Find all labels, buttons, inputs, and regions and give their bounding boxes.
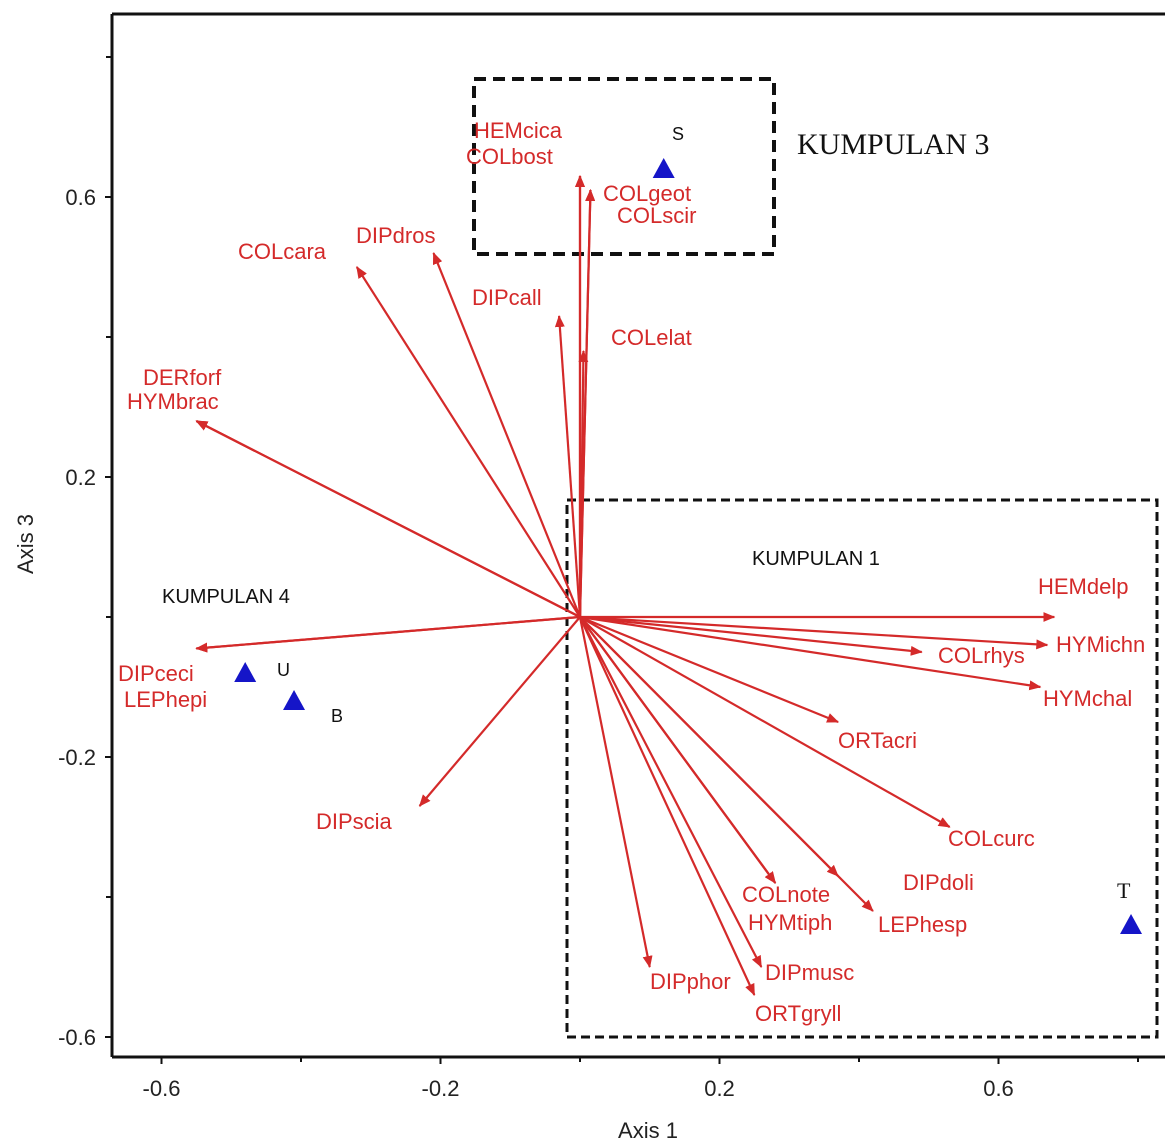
vector-label-hemdelp: HEMdelp xyxy=(1038,574,1128,599)
vector-arrow-hymichn xyxy=(579,615,1049,650)
vector-arrow-dipscia xyxy=(418,616,581,807)
site-markers xyxy=(234,158,1143,934)
y-axis-ticks: 0.6 0.2 -0.2 -0.6 xyxy=(58,56,112,1050)
plot-frame xyxy=(110,12,1165,1059)
vector-label-hymtiph: HYMtiph xyxy=(748,910,832,935)
y-tick-label: -0.2 xyxy=(58,745,96,770)
group-box-kumpulan-3 xyxy=(472,77,776,256)
site-label-u: U xyxy=(277,660,290,680)
vector-label-colelat: COLelat xyxy=(611,325,692,350)
vector-arrow-lephesp xyxy=(579,616,874,912)
y-tick-label: 0.2 xyxy=(65,465,96,490)
site-marker-s xyxy=(652,158,675,178)
vector-arrow-ortgryll xyxy=(579,616,756,996)
vector-label-dipphor: DIPphor xyxy=(650,969,731,994)
vector-label-dipdoli: DIPdoli xyxy=(903,870,974,895)
group-label-kumpulan-4: KUMPULAN 4 xyxy=(162,586,290,608)
vector-label-dipscia: DIPscia xyxy=(316,809,393,834)
group-label-kumpulan-3: KUMPULAN 3 xyxy=(797,128,990,161)
vector-label-colscir: COLscir xyxy=(617,203,696,228)
x-tick-label: -0.2 xyxy=(422,1076,460,1101)
vector-label-hemcica: HEMcica xyxy=(474,118,563,143)
vector-label-dipmusc: DIPmusc xyxy=(765,960,854,985)
vector-arrow-ortacri xyxy=(579,615,840,724)
site-label-b: B xyxy=(331,706,343,726)
group-box-kumpulan-1 xyxy=(565,498,1159,1039)
vector-arrow-lephepi xyxy=(195,615,581,653)
vector-label-colcara: COLcara xyxy=(238,239,327,264)
vector-label-colnote: COLnote xyxy=(742,882,830,907)
vector-label-lephesp: LEPhesp xyxy=(878,912,967,937)
vector-arrow-dipphor xyxy=(578,616,653,968)
vector-arrow-hymchal xyxy=(579,615,1042,691)
y-tick-label: -0.6 xyxy=(58,1025,96,1050)
vector-arrow-hymtiph xyxy=(579,616,777,884)
vector-label-colcurc: COLcurc xyxy=(948,826,1035,851)
group-label-kumpulan-1: KUMPULAN 1 xyxy=(752,548,880,570)
site-marker-u xyxy=(234,662,257,682)
vector-arrow-colrhys xyxy=(579,615,923,656)
vector-label-dipcall: DIPcall xyxy=(472,285,542,310)
vector-label-colrhys: COLrhys xyxy=(938,643,1025,668)
vector-label-lephepi: LEPhepi xyxy=(124,687,207,712)
vector-label-colbost: COLbost xyxy=(466,144,553,169)
site-marker-t xyxy=(1120,914,1143,934)
site-label-s: S xyxy=(672,124,684,144)
vector-label-derforf: DERforf xyxy=(143,365,222,390)
x-axis-ticks: -0.6 -0.2 0.2 0.6 xyxy=(143,1057,1139,1101)
x-axis-title: Axis 1 xyxy=(618,1118,678,1142)
x-tick-label: 0.2 xyxy=(704,1076,735,1101)
vector-arrow-dipmusc xyxy=(579,616,763,968)
vector-arrow-dipdros xyxy=(432,252,582,618)
vector-label-dipceci: DIPceci xyxy=(118,661,194,686)
vector-labels: HEMcica COLbost COLgeot COLscir COLcara … xyxy=(118,118,1145,1026)
vector-arrow-hymbrac xyxy=(195,420,581,618)
vector-label-hymichn: HYMichn xyxy=(1056,632,1145,657)
vector-label-hymchal: HYMchal xyxy=(1043,686,1132,711)
site-label-t: T xyxy=(1117,878,1131,903)
vector-arrow-dipcall xyxy=(554,315,582,618)
y-axis-title: Axis 3 xyxy=(13,514,38,574)
x-tick-label: 0.6 xyxy=(983,1076,1014,1101)
x-tick-label: -0.6 xyxy=(143,1076,181,1101)
site-marker-b xyxy=(283,690,306,710)
vector-label-hymbrac: HYMbrac xyxy=(127,389,219,414)
y-tick-label: 0.6 xyxy=(65,185,96,210)
species-vectors xyxy=(195,175,1056,996)
vector-arrow-colcurc xyxy=(579,616,951,828)
vector-label-ortgryll: ORTgryll xyxy=(755,1001,841,1026)
vector-arrow-colelat xyxy=(578,350,589,618)
vector-label-dipdros: DIPdros xyxy=(356,223,435,248)
vector-label-ortacri: ORTacri xyxy=(838,728,917,753)
vector-label-colgeot: COLgeot xyxy=(603,181,691,206)
vector-arrow-colcara xyxy=(355,266,581,618)
